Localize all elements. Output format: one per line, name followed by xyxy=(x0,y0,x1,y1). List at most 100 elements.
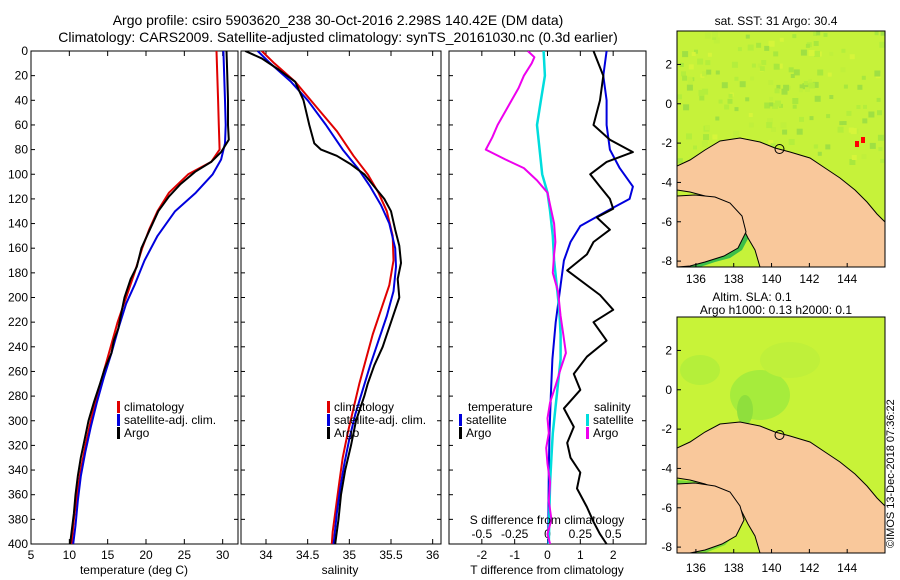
sst-float-location-marker xyxy=(774,144,785,154)
map-y-tick-label: 0 xyxy=(665,383,672,397)
sst-speckle xyxy=(802,83,809,90)
sst-speckle xyxy=(770,143,776,149)
x-tick-label: 0 xyxy=(544,548,551,562)
salinity-series xyxy=(244,51,402,544)
sst-speckle xyxy=(829,51,834,56)
temperature-line-satellite xyxy=(72,51,227,544)
legend-title-temperature: temperature xyxy=(468,400,533,414)
map-y-tick-label: 2 xyxy=(665,57,672,71)
map-y-tick-label: -8 xyxy=(661,254,672,268)
sst-speckle xyxy=(706,69,712,75)
sst-speckle xyxy=(748,113,753,117)
y-tick-label: 40 xyxy=(15,93,29,107)
map-x-tick-label: 136 xyxy=(686,561,706,575)
sst-speckle xyxy=(809,116,814,121)
sst-speckle xyxy=(839,121,844,126)
map-x-tick-label: 138 xyxy=(724,272,744,286)
legend-title-salinity: salinity xyxy=(594,400,631,414)
sst-speckle xyxy=(841,48,846,53)
sst-speckle xyxy=(813,32,818,36)
sst-speckle xyxy=(705,60,711,66)
x-tick-label: 36 xyxy=(426,548,440,562)
sst-speckle xyxy=(777,63,783,69)
sst-speckle xyxy=(707,52,712,57)
y-tick-label: 100 xyxy=(8,167,28,181)
sst-map-field xyxy=(677,31,885,267)
sst-speckle xyxy=(773,63,780,70)
top-x-tick-label: 0.25 xyxy=(569,527,593,541)
sst-speckle xyxy=(677,158,683,164)
y-tick-label: 220 xyxy=(8,315,28,329)
sst-speckle xyxy=(731,61,738,68)
sla-anomaly-patch-4 xyxy=(760,342,820,378)
difference-y-ticks xyxy=(449,50,646,545)
map-x-tick-label: 142 xyxy=(799,272,819,286)
sst-map-title: sat. SST: 31 Argo: 30.4 xyxy=(715,14,838,28)
difference-panel: -2 -1 0 1 2-0.5 -0.25 0 0.25 0.5 T difference fr… xyxy=(448,50,647,577)
sst-speckle xyxy=(691,52,696,56)
top-x-tick-label: 0.5 xyxy=(605,527,622,541)
sla-land-southwest xyxy=(677,482,745,553)
sst-speckle xyxy=(808,79,813,84)
sst-speckle xyxy=(869,142,876,149)
map-y-tick-label: -4 xyxy=(661,175,672,189)
legend-label-temp-argo: Argo xyxy=(466,426,492,440)
sst-speckle xyxy=(861,154,867,160)
x-tick-label: 35 xyxy=(343,548,357,562)
difference-series xyxy=(484,51,634,544)
sst-speckle xyxy=(800,49,807,56)
sst-hot-pixel xyxy=(855,141,859,147)
sst-speckle xyxy=(697,58,704,65)
sst-speckle xyxy=(846,110,852,116)
sst-speckle xyxy=(792,104,797,109)
map-x-tick-label: 140 xyxy=(762,272,782,286)
sst-speckle xyxy=(792,98,799,104)
sla-map-subtitle: Argo h1000: 0.13 h2000: 0.1 xyxy=(700,303,852,317)
sst-speckle xyxy=(768,80,774,85)
temperature-diff-argo-line xyxy=(562,51,634,544)
x-tick-label: 20 xyxy=(139,548,153,562)
x-tick-label: -2 xyxy=(476,548,487,562)
legend-marker-argo xyxy=(327,427,330,439)
sst-speckle xyxy=(768,140,774,145)
map-y-tick-label: -8 xyxy=(661,540,672,554)
sst-speckle xyxy=(759,66,765,72)
temperature-series xyxy=(69,51,230,544)
sst-speckle xyxy=(880,31,885,36)
temperature-legend: climatology satellite-adj. clim. Argo xyxy=(117,400,216,440)
map-x-tick-label: 136 xyxy=(686,272,706,286)
sst-speckle xyxy=(856,105,861,109)
sst-speckle xyxy=(799,84,804,89)
sst-speckle xyxy=(715,116,720,121)
sst-speckle xyxy=(880,158,885,163)
legend-label-satellite: satellite-adj. clim. xyxy=(334,413,426,427)
sst-speckle xyxy=(813,41,819,46)
sst-land-southwest xyxy=(677,194,747,267)
temperature-plot-frame xyxy=(30,50,239,545)
legend-label-climatology: climatology xyxy=(124,400,184,414)
sst-speckle xyxy=(808,50,815,56)
sst-speckle xyxy=(876,97,881,102)
sst-speckle xyxy=(701,71,707,77)
sst-speckle xyxy=(751,63,756,68)
temperature-line-argo xyxy=(69,51,230,544)
sst-speckle xyxy=(827,72,832,77)
sst-speckle xyxy=(773,51,779,57)
x-tick-label: 35.5 xyxy=(379,548,403,562)
sst-speckle xyxy=(788,67,794,73)
sst-speckle xyxy=(770,127,776,133)
map-x-tick-label: 140 xyxy=(762,561,782,575)
sla-map-field xyxy=(677,317,885,553)
sst-speckle xyxy=(861,75,866,80)
temperature-diff-satellite-line xyxy=(547,51,634,544)
x-tick-label: 1 xyxy=(577,548,584,562)
legend-label-sal-satellite: satellite xyxy=(593,413,634,427)
sst-speckle xyxy=(756,42,762,48)
sst-speckle xyxy=(698,89,705,96)
temperature-panel: 0 20 40 60 80 100 120 140 160 180 200 220 240 260 280 3… xyxy=(8,44,239,577)
y-tick-label: 20 xyxy=(15,69,29,83)
temperature-diff-legend: temperature satellite Argo xyxy=(459,400,533,440)
y-tick-label: 280 xyxy=(8,389,28,403)
y-tick-label: 180 xyxy=(8,266,28,280)
